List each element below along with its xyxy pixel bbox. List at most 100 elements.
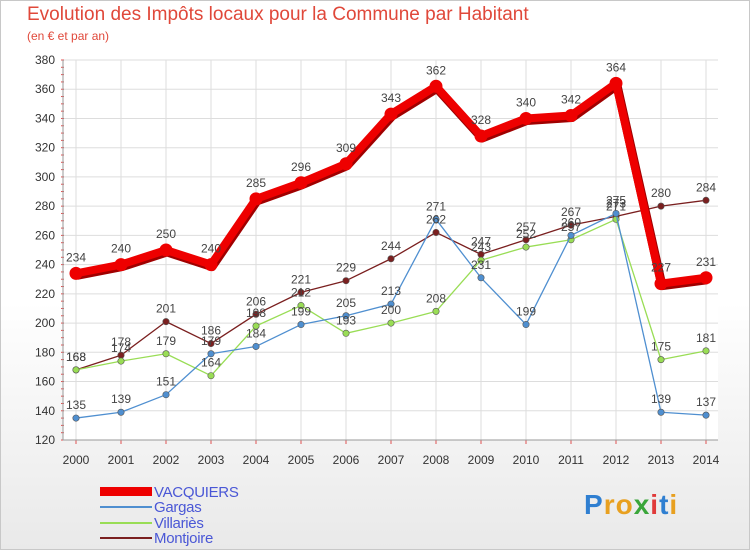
data-point-vacquiers — [384, 107, 398, 121]
data-label-villaries: 212 — [291, 286, 311, 300]
data-point-vacquiers — [69, 266, 83, 280]
x-tick-label: 2010 — [513, 453, 540, 467]
data-point-gargas — [72, 414, 80, 422]
data-label-gargas: 184 — [246, 326, 266, 340]
data-label-montjoire: 221 — [291, 272, 311, 286]
data-label-gargas: 137 — [696, 395, 716, 409]
data-label-vacquiers: 340 — [516, 95, 536, 109]
data-label-villaries: 208 — [426, 291, 446, 305]
legend-swatch-vacquiers — [100, 487, 152, 496]
data-label-montjoire: 262 — [426, 212, 446, 226]
legend-swatch-villaries — [100, 522, 152, 524]
y-tick-label: 260 — [35, 228, 55, 242]
data-point-villaries — [252, 322, 260, 330]
data-label-montjoire: 267 — [561, 205, 581, 219]
data-label-montjoire: 280 — [651, 186, 671, 200]
data-point-villaries — [297, 302, 305, 310]
data-point-montjoire — [432, 228, 440, 236]
data-point-vacquiers — [564, 109, 578, 123]
data-point-gargas — [252, 342, 260, 350]
data-point-gargas — [567, 231, 575, 239]
data-label-vacquiers: 240 — [111, 242, 131, 256]
y-tick-label: 300 — [35, 170, 55, 184]
x-tick-label: 2006 — [333, 453, 360, 467]
data-label-montjoire: 178 — [111, 335, 131, 349]
data-point-villaries — [702, 347, 710, 355]
x-tick-label: 2004 — [243, 453, 270, 467]
x-tick-label: 2001 — [108, 453, 135, 467]
data-label-vacquiers: 343 — [381, 91, 401, 105]
data-label-villaries: 179 — [156, 334, 176, 348]
y-tick-label: 160 — [35, 375, 55, 389]
data-point-gargas — [387, 300, 395, 308]
data-point-montjoire — [522, 236, 530, 244]
data-label-vacquiers: 227 — [651, 261, 671, 275]
data-label-villaries: 243 — [471, 240, 491, 254]
y-tick-label: 320 — [35, 141, 55, 155]
data-label-villaries: 198 — [246, 306, 266, 320]
data-point-montjoire — [162, 318, 170, 326]
data-point-vacquiers — [519, 111, 533, 125]
data-label-vacquiers: 342 — [561, 93, 581, 107]
data-label-vacquiers: 240 — [201, 242, 221, 256]
data-label-villaries: 164 — [201, 356, 221, 370]
data-label-gargas: 199 — [291, 305, 311, 319]
legend-label-villaries: Villariès — [154, 515, 204, 532]
x-tick-label: 2000 — [63, 453, 90, 467]
x-tick-label: 2011 — [558, 453, 584, 467]
data-label-gargas: 205 — [336, 296, 356, 310]
data-label-vacquiers: 250 — [156, 227, 176, 241]
data-label-gargas: 135 — [66, 398, 86, 412]
data-point-gargas — [612, 209, 620, 217]
data-label-montjoire: 206 — [246, 294, 266, 308]
chart-title: Evolution des Impôts locaux pour la Comm… — [27, 4, 529, 25]
legend-swatch-gargas — [100, 506, 152, 508]
x-tick-label: 2003 — [198, 453, 225, 467]
data-point-villaries — [477, 256, 485, 264]
data-point-gargas — [297, 321, 305, 329]
x-tick-label: 2005 — [288, 453, 315, 467]
data-label-villaries: 181 — [696, 331, 716, 345]
data-point-vacquiers — [654, 277, 668, 291]
data-label-vacquiers: 328 — [471, 113, 491, 127]
logo-letter: i — [669, 489, 679, 520]
data-point-vacquiers — [339, 157, 353, 171]
data-label-villaries: 252 — [516, 227, 536, 241]
data-point-montjoire — [567, 221, 575, 229]
logo-letter: i — [650, 489, 660, 520]
y-tick-label: 140 — [35, 404, 55, 418]
data-point-gargas — [702, 411, 710, 419]
data-point-montjoire — [207, 340, 215, 348]
data-label-villaries: 193 — [336, 313, 356, 327]
data-point-gargas — [162, 391, 170, 399]
logo-letter: r — [603, 489, 616, 520]
data-label-vacquiers: 231 — [696, 255, 716, 269]
legend-label-vacquiers: VACQUIERS — [154, 484, 239, 501]
data-label-vacquiers: 285 — [246, 176, 266, 190]
x-tick-label: 2013 — [648, 453, 675, 467]
data-point-vacquiers — [249, 192, 263, 206]
y-tick-label: 200 — [35, 316, 55, 330]
y-tick-label: 180 — [35, 345, 55, 359]
data-label-montjoire: 168 — [66, 350, 86, 364]
data-label-montjoire: 273 — [606, 196, 626, 210]
data-label-vacquiers: 296 — [291, 160, 311, 174]
data-point-gargas — [207, 350, 215, 358]
y-tick-label: 240 — [35, 258, 55, 272]
data-point-montjoire — [702, 196, 710, 204]
data-label-montjoire: 247 — [471, 234, 491, 248]
x-tick-label: 2009 — [468, 453, 495, 467]
x-tick-label: 2007 — [378, 453, 405, 467]
data-label-montjoire: 229 — [336, 261, 356, 275]
logo-letter: x — [633, 489, 651, 520]
proxiti-logo: Proxiti — [584, 489, 678, 521]
data-point-vacquiers — [159, 243, 173, 257]
data-label-villaries: 174 — [111, 341, 131, 355]
data-point-vacquiers — [474, 129, 488, 143]
logo-letter: t — [659, 489, 670, 520]
data-label-gargas: 151 — [156, 375, 176, 389]
data-label-montjoire: 257 — [516, 220, 536, 234]
x-tick-label: 2002 — [153, 453, 180, 467]
data-label-montjoire: 284 — [696, 180, 716, 194]
